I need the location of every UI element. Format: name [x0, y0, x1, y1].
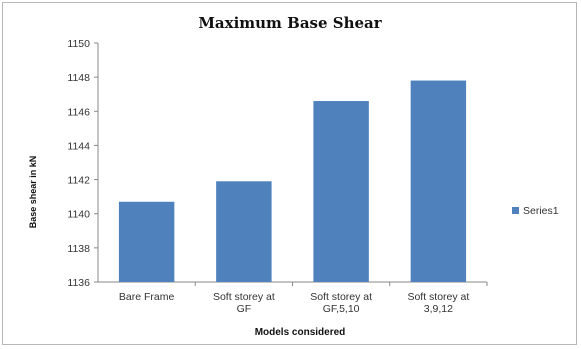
bar	[118, 201, 175, 282]
legend-swatch	[512, 207, 519, 214]
legend-label: Series1	[523, 205, 559, 217]
bar	[410, 80, 467, 282]
x-tick-label: Bare Frame	[119, 291, 175, 303]
x-tick-label: Soft storey at GF,5,10	[310, 291, 372, 315]
bar	[313, 101, 369, 283]
y-tick-label: 1150	[67, 38, 90, 50]
bar	[216, 181, 272, 282]
x-tick-label: Soft storey at 3,9,12	[407, 291, 469, 315]
y-tick-label: 1140	[67, 209, 90, 221]
chart-title: Maximum Base Shear	[198, 14, 382, 32]
y-tick-label: 1146	[67, 106, 90, 118]
legend: Series1	[512, 205, 559, 217]
y-tick-label: 1144	[67, 140, 90, 152]
x-tick-label: Soft storey at GF	[213, 291, 275, 315]
y-tick-label: 1136	[67, 277, 90, 289]
y-tick-label: 1142	[67, 175, 90, 187]
y-axis-title: Base shear in kN	[28, 156, 38, 229]
y-tick-label: 1148	[67, 72, 90, 84]
plot-area: 1136 1138 1140 1142 1144 1146 1148 1150 Bare Fra…	[67, 38, 488, 315]
x-axis-title: Models considered	[255, 327, 346, 338]
y-tick-label: 1138	[67, 243, 90, 255]
